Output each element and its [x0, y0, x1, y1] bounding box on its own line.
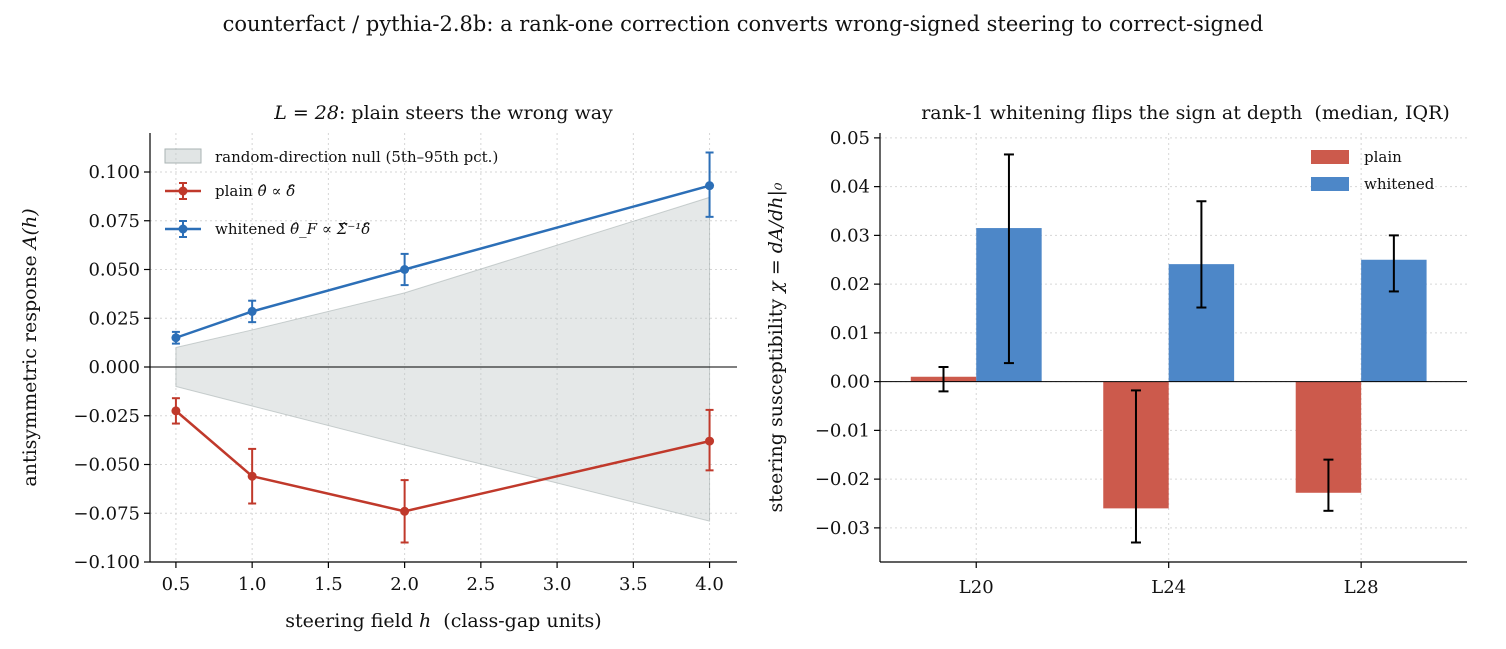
- left-title-rest: : plain steers the wrong way: [339, 102, 613, 124]
- legend-plain-swatch: [165, 182, 201, 200]
- left-ylabel-pre: antisymmetric response: [19, 249, 41, 486]
- y-tick-label: 0.00: [830, 372, 870, 393]
- legend-whitened-bar-swatch: [1311, 177, 1349, 191]
- legend-marker: [178, 224, 188, 234]
- right-bars: [910, 228, 1427, 509]
- y-tick-label: 0.02: [830, 274, 870, 295]
- x-tick-label: 2.0: [390, 574, 419, 595]
- left-x-axis-label: steering field h (class-gap units): [285, 610, 601, 632]
- series-line-0: [175, 409, 710, 513]
- figure-suptitle: counterfact / pythia-2.8b: a rank-one co…: [222, 12, 1264, 36]
- right-panel-title: rank-1 whitening flips the sign at depth…: [921, 102, 1450, 124]
- legend-whitened-swatch: [165, 220, 201, 238]
- left-series: [171, 151, 715, 544]
- x-tick-label: 4.0: [695, 574, 724, 595]
- y-tick-label: 0.100: [88, 162, 140, 183]
- y-tick-label: −0.03: [815, 518, 870, 539]
- series-line-1: [175, 184, 710, 339]
- legend-plain-text: plain: [215, 182, 253, 200]
- y-tick-label: −0.02: [815, 469, 870, 490]
- legend-whitened-label: whitened θ̂_F ∝ Σ̂⁻¹δ̂: [215, 220, 370, 238]
- x-tick-label: L20: [959, 577, 994, 598]
- right-ylabel-var: χ = dA/dh|₀: [765, 182, 787, 295]
- legend-whitened-math: θ̂_F ∝ Σ̂⁻¹δ̂: [290, 220, 370, 238]
- right-ylabel-pre: steering susceptibility: [765, 293, 787, 513]
- right-grid: [880, 133, 1467, 562]
- y-tick-label: 0.03: [830, 225, 870, 246]
- data-point: [705, 436, 715, 446]
- data-point: [247, 471, 257, 481]
- x-tick-label: L28: [1344, 577, 1379, 598]
- legend-marker: [178, 186, 188, 196]
- legend-null-label: random-direction null (5th–95th pct.): [215, 148, 498, 166]
- x-tick-label: 1.0: [238, 574, 267, 595]
- y-tick-label: −0.075: [73, 503, 140, 524]
- null-band: [175, 196, 711, 522]
- y-tick-label: 0.000: [88, 357, 140, 378]
- right-error-bars: [938, 153, 1399, 544]
- x-tick-label: 0.5: [162, 574, 191, 595]
- right-y-axis-label: steering susceptibility χ = dA/dh|₀: [765, 182, 787, 512]
- data-point: [705, 181, 715, 191]
- right-axes: [879, 133, 1467, 563]
- data-point: [400, 265, 410, 274]
- y-tick-label: 0.01: [830, 323, 870, 344]
- left-legend: random-direction null (5th–95th pct.) pl…: [164, 148, 498, 238]
- data-point: [171, 333, 181, 343]
- left-xlabel-pre: steering field: [285, 610, 419, 632]
- legend-plain-math: θ̂ ∝ δ̂: [258, 182, 296, 200]
- right-panel: L20 L24 L28 −0.03 −0.02 −0.01 0.00 0.01 0.02 0.03…: [765, 102, 1467, 598]
- left-y-axis-label: antisymmetric response A(h): [19, 208, 41, 486]
- left-xlabel-var: h: [419, 610, 431, 632]
- right-ticks: L20 L24 L28 −0.03 −0.02 −0.01 0.00 0.01 0.02 0.03…: [815, 128, 1379, 598]
- legend-plain-label: plain θ̂ ∝ δ̂: [215, 182, 295, 200]
- x-tick-label: 3.5: [619, 574, 648, 595]
- left-panel: 0.5 1.0 1.5 2.0 2.5 3.0 3.5 4.0 −0.100 −0.075 −0.0…: [19, 102, 737, 632]
- left-ticks: 0.5 1.0 1.5 2.0 2.5 3.0 3.5 4.0 −0.100 −0.075 −0.0…: [73, 162, 724, 595]
- y-tick-label: −0.100: [73, 552, 140, 573]
- y-tick-label: 0.025: [88, 308, 140, 329]
- data-point: [247, 306, 257, 316]
- x-tick-label: 2.5: [467, 574, 496, 595]
- y-tick-label: 0.05: [830, 128, 870, 149]
- legend-plain-bar-label: plain: [1364, 148, 1402, 166]
- left-axes: [149, 133, 737, 563]
- y-tick-label: 0.075: [88, 211, 140, 232]
- x-tick-label: 1.5: [314, 574, 343, 595]
- left-ylabel-var: A(h): [19, 208, 41, 251]
- y-tick-label: 0.050: [88, 260, 140, 281]
- y-tick-label: 0.04: [830, 177, 870, 198]
- y-tick-label: −0.01: [815, 420, 870, 441]
- y-tick-label: −0.025: [73, 406, 140, 427]
- legend-null-swatch: [164, 148, 202, 164]
- x-tick-label: 3.0: [543, 574, 572, 595]
- data-point: [400, 506, 410, 516]
- data-point: [171, 406, 181, 416]
- left-title-math: L = 28: [273, 102, 339, 124]
- x-tick-label: L24: [1151, 577, 1186, 598]
- legend-whitened-text: whitened: [215, 220, 286, 238]
- right-legend: plain whitened: [1311, 148, 1435, 193]
- y-tick-label: −0.050: [73, 455, 140, 476]
- left-panel-title: L = 28: plain steers the wrong way: [273, 102, 613, 124]
- left-xlabel-post: (class-gap units): [431, 610, 602, 632]
- legend-whitened-bar-label: whitened: [1364, 175, 1435, 193]
- legend-plain-bar-swatch: [1311, 150, 1349, 164]
